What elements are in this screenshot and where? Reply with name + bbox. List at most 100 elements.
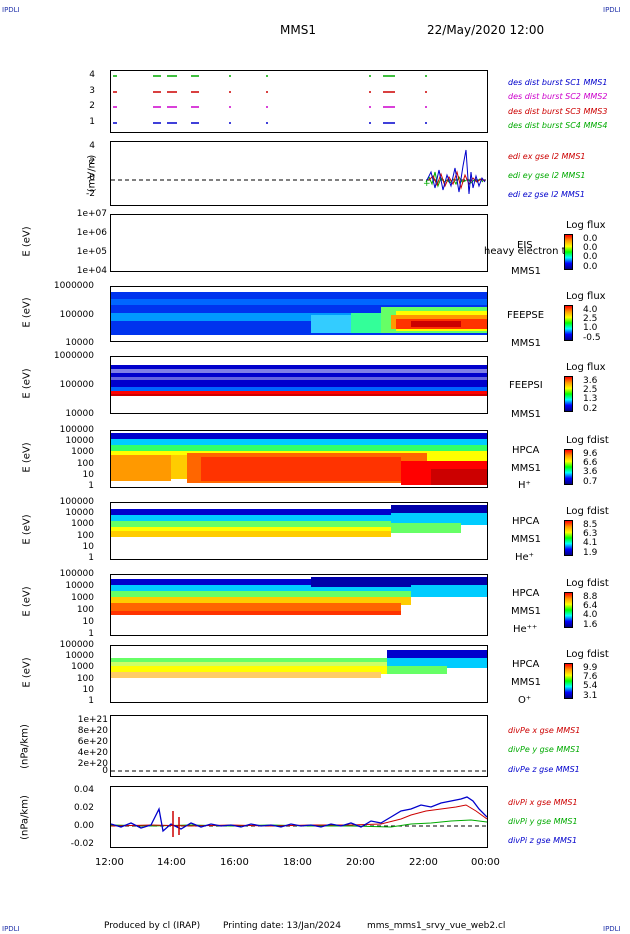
tick-label: 2: [89, 157, 95, 167]
tick-label: 10000: [65, 436, 94, 446]
colorbar-value: 0.0: [583, 252, 598, 262]
colorbar-value: 2.5: [583, 314, 598, 324]
legend-entry: des dist burst SC1 MMS1: [508, 78, 608, 87]
colorbar-value: 5.4: [583, 681, 598, 691]
tick-label: 10: [82, 470, 94, 480]
tick-label: 100000: [59, 310, 94, 320]
panel-feepse: [110, 286, 488, 342]
panel-burst-coverage: [110, 70, 488, 133]
colorbar-value: 1.0: [583, 323, 598, 333]
hpca-he-spectrogram: [111, 505, 487, 537]
colorbar-value: 4.1: [583, 538, 598, 548]
tick-label: 10: [82, 542, 94, 552]
edi-ez-series: [426, 149, 486, 195]
colorbar-value: 9.6: [583, 449, 598, 459]
colorbar: [564, 449, 573, 485]
panel-divpi: [110, 786, 488, 848]
corner-label-bl: IPDLI: [2, 925, 20, 933]
corner-label-tl: IPDLI: [2, 6, 20, 14]
colorbar: [564, 376, 573, 412]
axis-label-y: (nPa/km): [19, 795, 31, 840]
spacecraft-title: MMS1: [280, 23, 316, 37]
colorbar-value: 8.8: [583, 592, 598, 602]
panel-right-label: FEEPSI: [509, 380, 543, 391]
hpca-h-spectrogram: [111, 433, 487, 485]
x-tick-label: 16:00: [220, 857, 249, 868]
legend-entry: des dist burst SC4 MMS4: [508, 121, 608, 130]
tick-label: 0: [102, 766, 108, 776]
colorbar-title: Log flux: [566, 291, 606, 302]
legend-entry: des dist burst SC3 MMS3: [508, 107, 608, 116]
panel-right-label: HPCA: [512, 516, 540, 527]
legend-entry: divPe y gse MMS1: [508, 745, 581, 754]
tick-label: 10000: [65, 338, 94, 348]
tick-label: 100: [76, 674, 94, 684]
corner-label-tr: IPDLI: [603, 6, 621, 14]
colorbar-value: 1.6: [583, 620, 598, 630]
axis-label-y: E (eV): [21, 368, 33, 399]
tick-label: 100000: [59, 425, 94, 435]
tick-label: 10000: [65, 508, 94, 518]
tick-label: 1000: [71, 593, 94, 603]
panel-right-label: HPCA: [512, 588, 540, 599]
panel-right-label: He⁺: [515, 552, 534, 563]
panel-hpca-hepp: [110, 574, 488, 636]
axis-label-y: E (eV): [21, 442, 33, 473]
colorbar-value: 4.0: [583, 305, 598, 315]
tick-label: 100: [76, 459, 94, 469]
colorbar-value: 9.9: [583, 663, 598, 673]
colorbar: [564, 520, 573, 556]
tick-label: 10: [82, 617, 94, 627]
legend-entry: edi ex gse l2 MMS1: [508, 152, 586, 161]
burst-plot: [113, 75, 427, 124]
x-tick-label: 18:00: [283, 857, 312, 868]
colorbar-title: Log flux: [566, 362, 606, 373]
tick-label: 3: [89, 86, 95, 96]
tick-label: 1000: [71, 662, 94, 672]
tick-label: 100000: [59, 380, 94, 390]
panel-feepsi: [110, 356, 488, 414]
divpi-z-series: [110, 796, 488, 833]
feepsi-spectrogram: [111, 357, 487, 413]
tick-label: 0: [89, 173, 95, 183]
colorbar-value: 3.6: [583, 467, 598, 477]
x-tick-label: 14:00: [157, 857, 186, 868]
tick-label: 4e+20: [77, 748, 108, 758]
legend-entry: divPe x gse MMS1: [508, 726, 581, 735]
tick-label: 100: [76, 605, 94, 615]
footer-printing-date: Printing date: 13/Jan/2024: [223, 921, 341, 931]
edi-ex-series: [428, 170, 486, 190]
panel-right-label: He⁺⁺: [513, 624, 538, 635]
tick-label: 1000000: [53, 281, 94, 291]
legend-entry: edi ey gse l2 MMS1: [508, 171, 586, 180]
hpca-o-spectrogram: [111, 650, 487, 678]
tick-label: 2: [89, 101, 95, 111]
tick-label: 1e+06: [76, 228, 107, 238]
panel-right-label: H⁺: [518, 480, 531, 491]
tick-label: 10000: [65, 581, 94, 591]
colorbar-value: 6.3: [583, 529, 598, 539]
colorbar-value: -0.5: [583, 333, 601, 343]
tick-label: 0.00: [73, 821, 94, 831]
colorbar-value: 0.0: [583, 234, 598, 244]
colorbar-value: 4.0: [583, 610, 598, 620]
tick-label: -2: [86, 189, 95, 199]
overlay-text: heavy electron to: [484, 246, 572, 257]
divpi-y-series: [110, 819, 488, 828]
legend-entry: divPi x gse MMS1: [508, 798, 578, 807]
colorbar-title: Log fdist: [566, 649, 609, 660]
divpe-plot: [111, 770, 487, 772]
panel-right-label: O⁺: [518, 695, 532, 706]
panel-right-label: MMS1: [511, 606, 541, 617]
axis-label-y: E (eV): [21, 297, 33, 328]
axis-label-y: E (eV): [21, 657, 33, 688]
colorbar-value: 1.9: [583, 548, 598, 558]
panel-hpca-he: [110, 502, 488, 560]
corner-label-br: IPDLI: [603, 925, 621, 933]
colorbar-value: 6.6: [583, 458, 598, 468]
panel-hpca-h: [110, 430, 488, 488]
colorbar-value: 1.3: [583, 394, 598, 404]
tick-label: 100000: [59, 497, 94, 507]
axis-label-y: E (eV): [21, 514, 33, 545]
tick-label: 100: [76, 531, 94, 541]
